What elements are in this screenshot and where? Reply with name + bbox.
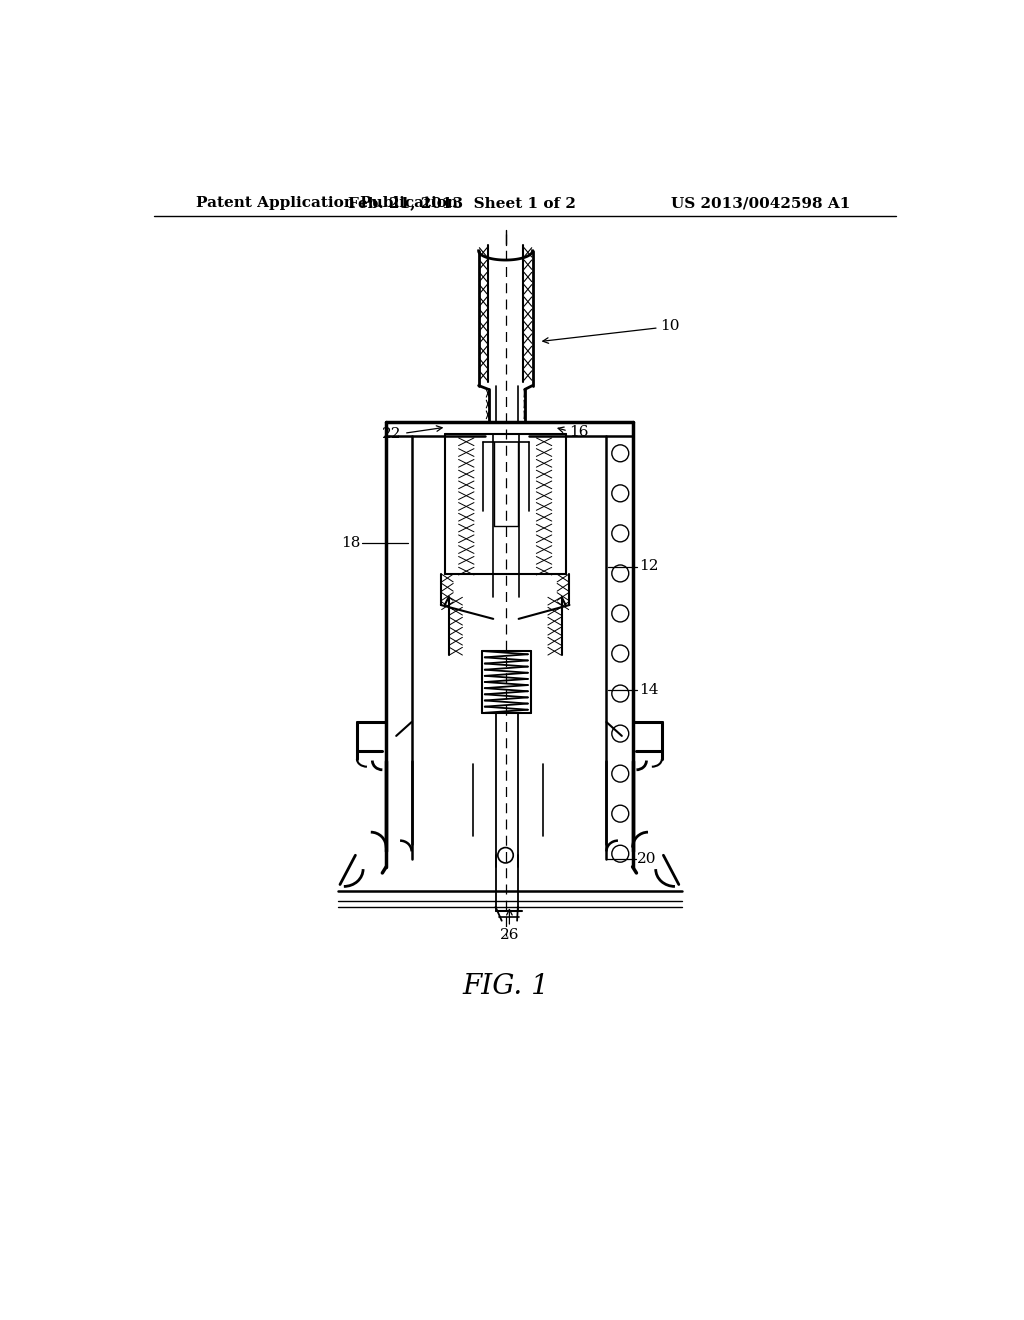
- Text: US 2013/0042598 A1: US 2013/0042598 A1: [671, 197, 851, 210]
- Text: 12: 12: [639, 560, 658, 573]
- Text: Patent Application Publication: Patent Application Publication: [196, 197, 458, 210]
- Text: 16: 16: [569, 425, 589, 438]
- Text: 20: 20: [637, 853, 656, 866]
- Text: 14: 14: [639, 682, 658, 697]
- Text: FIG. 1: FIG. 1: [462, 973, 549, 999]
- Text: 18: 18: [341, 536, 360, 550]
- Text: 10: 10: [660, 319, 680, 333]
- Text: 26: 26: [500, 928, 519, 942]
- Text: 22: 22: [382, 428, 401, 441]
- Text: Feb. 21, 2013  Sheet 1 of 2: Feb. 21, 2013 Sheet 1 of 2: [348, 197, 575, 210]
